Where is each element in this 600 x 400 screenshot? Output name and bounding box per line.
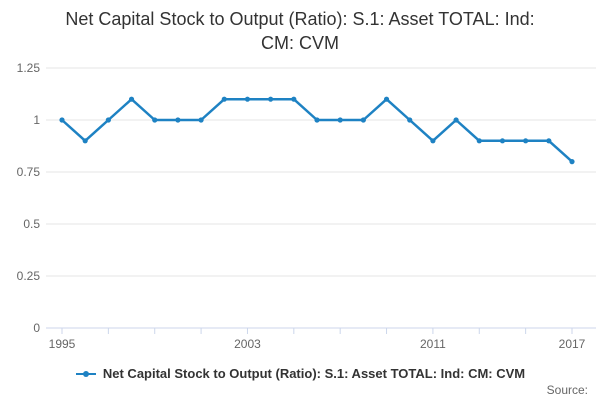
y-axis-label: 1 [33, 113, 40, 127]
data-point-marker [82, 138, 88, 144]
data-point-marker [383, 96, 390, 102]
data-point-marker [268, 96, 274, 102]
y-axis-label: 0.75 [17, 165, 41, 179]
data-point-marker [337, 117, 343, 123]
x-axis-label: 2017 [559, 337, 586, 351]
x-axis-label: 2003 [234, 337, 261, 351]
y-axis-label: 0 [33, 321, 40, 335]
y-axis-label: 0.5 [23, 217, 40, 231]
y-axis-label: 0.25 [17, 269, 41, 283]
data-point-marker [59, 117, 65, 123]
data-point-marker [430, 138, 436, 144]
data-point-marker [198, 117, 204, 123]
data-point-marker [569, 159, 575, 165]
data-point-marker [476, 138, 482, 144]
chart-title: Net Capital Stock to Output (Ratio): S.1… [65, 9, 535, 53]
data-point-marker [314, 117, 320, 123]
data-point-marker [360, 117, 366, 123]
series-line [60, 97, 574, 163]
data-point-marker [499, 138, 506, 144]
data-point-marker [244, 96, 251, 102]
data-point-marker [128, 96, 135, 102]
data-point-marker [407, 117, 413, 123]
x-axis-label: 1995 [49, 337, 76, 351]
x-axis-label: 2011 [420, 337, 446, 351]
legend-series-label: Net Capital Stock to Output (Ratio): S.1… [102, 366, 526, 381]
data-point-marker [546, 138, 552, 144]
data-point-marker [105, 117, 111, 123]
data-point-marker [175, 117, 181, 123]
legend-line-marker-icon [75, 370, 96, 377]
data-point-marker [291, 96, 297, 102]
data-point-marker [523, 138, 529, 144]
source-label: Source: [546, 383, 588, 397]
data-point-marker [453, 117, 459, 123]
y-axis-label: 1.25 [17, 61, 41, 75]
line-chart-plot-area: 0 0.25 0.5 0.75 1 1.25 1995 2003 2011 2017 [17, 61, 596, 351]
legend-item[interactable]: Net Capital Stock to Output (Ratio): S.1… [0, 366, 600, 381]
data-point-marker [221, 96, 227, 102]
data-point-marker [152, 117, 158, 123]
